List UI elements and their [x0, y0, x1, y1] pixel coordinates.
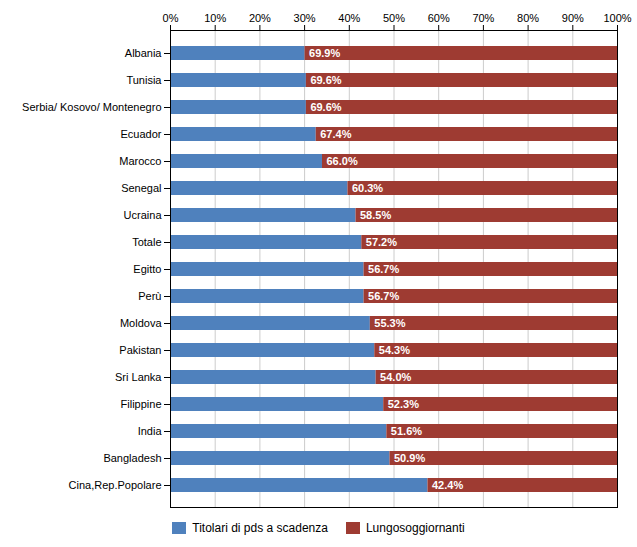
svg-text:Cina,Rep.Popolare: Cina,Rep.Popolare: [69, 479, 162, 491]
svg-text:Albania: Albania: [125, 47, 163, 59]
svg-text:Ecuador: Ecuador: [121, 128, 162, 140]
svg-text:60%: 60%: [428, 12, 450, 24]
svg-text:42.4%: 42.4%: [432, 479, 463, 491]
svg-text:Moldova: Moldova: [120, 317, 162, 329]
svg-text:80%: 80%: [517, 12, 539, 24]
svg-text:56.7%: 56.7%: [368, 263, 399, 275]
svg-text:India: India: [138, 425, 163, 437]
svg-text:Filippine: Filippine: [121, 398, 162, 410]
svg-text:Marocco: Marocco: [119, 155, 161, 167]
svg-text:58.5%: 58.5%: [360, 209, 391, 221]
svg-text:54.3%: 54.3%: [379, 344, 410, 356]
svg-text:56.7%: 56.7%: [368, 290, 399, 302]
svg-text:Tunisia: Tunisia: [126, 74, 162, 86]
svg-text:100%: 100%: [603, 12, 631, 24]
svg-text:57.2%: 57.2%: [366, 236, 397, 248]
svg-text:Serbia/ Kosovo/ Montenegro: Serbia/ Kosovo/ Montenegro: [22, 101, 161, 113]
svg-text:90%: 90%: [562, 12, 584, 24]
html-text:Titolari di pds a scadenza: Titolari di pds a scadenza: [192, 521, 328, 535]
svg-text:70%: 70%: [472, 12, 494, 24]
svg-text:0%: 0%: [163, 12, 179, 24]
svg-text:69.6%: 69.6%: [310, 101, 341, 113]
svg-text:69.9%: 69.9%: [309, 47, 340, 59]
svg-text:Bangladesh: Bangladesh: [103, 452, 161, 464]
svg-text:Ucraina: Ucraina: [124, 209, 163, 221]
svg-text:Egitto: Egitto: [133, 263, 161, 275]
svg-text:50.9%: 50.9%: [394, 452, 425, 464]
svg-text:66.0%: 66.0%: [326, 155, 357, 167]
svg-text:60.3%: 60.3%: [352, 182, 383, 194]
svg-text:Pakistan: Pakistan: [119, 344, 161, 356]
svg-text:40%: 40%: [338, 12, 360, 24]
svg-text:30%: 30%: [294, 12, 316, 24]
html-text:Lungosoggiornanti: Lungosoggiornanti: [365, 521, 465, 535]
svg-text:Senegal: Senegal: [121, 182, 161, 194]
svg-text:Totale: Totale: [132, 236, 161, 248]
svg-text:10%: 10%: [204, 12, 226, 24]
svg-text:20%: 20%: [249, 12, 271, 24]
svg-text:50%: 50%: [383, 12, 405, 24]
svg-text:Sri Lanka: Sri Lanka: [115, 371, 162, 383]
svg-text:51.6%: 51.6%: [391, 425, 422, 437]
svg-text:69.6%: 69.6%: [310, 74, 341, 86]
svg-text:67.4%: 67.4%: [320, 128, 351, 140]
svg-text:52.3%: 52.3%: [388, 398, 419, 410]
svg-text:54.0%: 54.0%: [380, 371, 411, 383]
svg-text:Perù: Perù: [138, 290, 161, 302]
svg-text:55.3%: 55.3%: [374, 317, 405, 329]
